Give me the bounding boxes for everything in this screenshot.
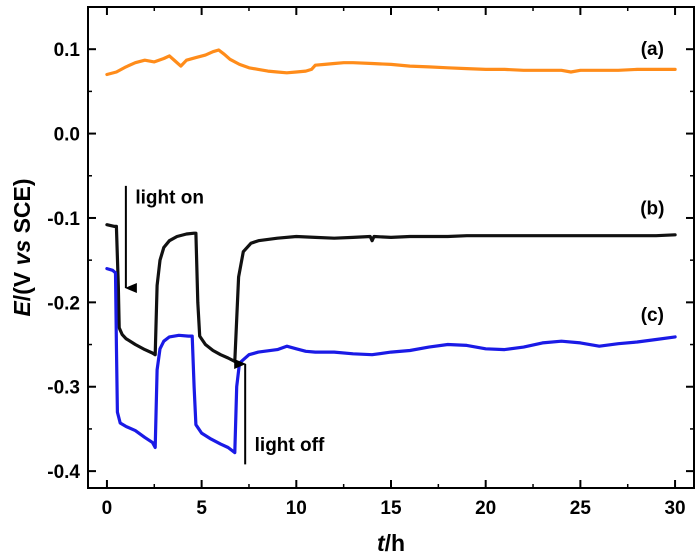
x-axis-title: t/h <box>377 530 405 556</box>
series-line-a <box>105 48 677 77</box>
y-tick-label: 0.0 <box>54 125 80 146</box>
annotation-text: light on <box>135 188 204 209</box>
x-axis-unit: /h <box>385 530 405 556</box>
series-label: (b) <box>640 199 664 220</box>
x-tick-label: 15 <box>380 498 402 519</box>
y-tick-label: -0.3 <box>47 378 80 399</box>
y-tick-label: -0.1 <box>47 209 80 230</box>
y-axis-vs: vs <box>9 240 35 266</box>
x-tick-label: 25 <box>570 498 592 519</box>
x-tick-label: 10 <box>286 498 307 519</box>
series-group <box>105 48 677 455</box>
x-axis: 0 5 10 15 20 25 30 <box>102 7 686 519</box>
annotation-text: light off <box>255 435 325 456</box>
series-line-b <box>105 223 677 363</box>
y-tick-label: -0.4 <box>47 462 80 483</box>
x-tick-label: 0 <box>102 498 113 519</box>
y-axis: 0.1 0.0 -0.1 -0.2 -0.3 -0.4 <box>47 40 694 483</box>
x-tick-label: 20 <box>475 498 496 519</box>
labels-group: (a) (b) (c) light on light off <box>124 39 664 465</box>
series-line-c <box>105 267 677 455</box>
x-tick-label: 5 <box>196 498 207 519</box>
x-axis-var: t <box>377 530 386 556</box>
y-tick-label: -0.2 <box>47 293 80 314</box>
plot-frame <box>87 6 695 489</box>
y-axis-title: E/(V vs SCE) <box>9 178 35 316</box>
series-label: (c) <box>641 305 664 326</box>
y-axis-pre: /(V <box>9 265 35 301</box>
y-axis-post: SCE) <box>9 178 35 239</box>
series-label: (a) <box>641 39 664 60</box>
x-tick-label: 30 <box>664 498 685 519</box>
y-tick-label: 0.1 <box>54 40 81 61</box>
y-axis-var: E <box>9 301 35 317</box>
